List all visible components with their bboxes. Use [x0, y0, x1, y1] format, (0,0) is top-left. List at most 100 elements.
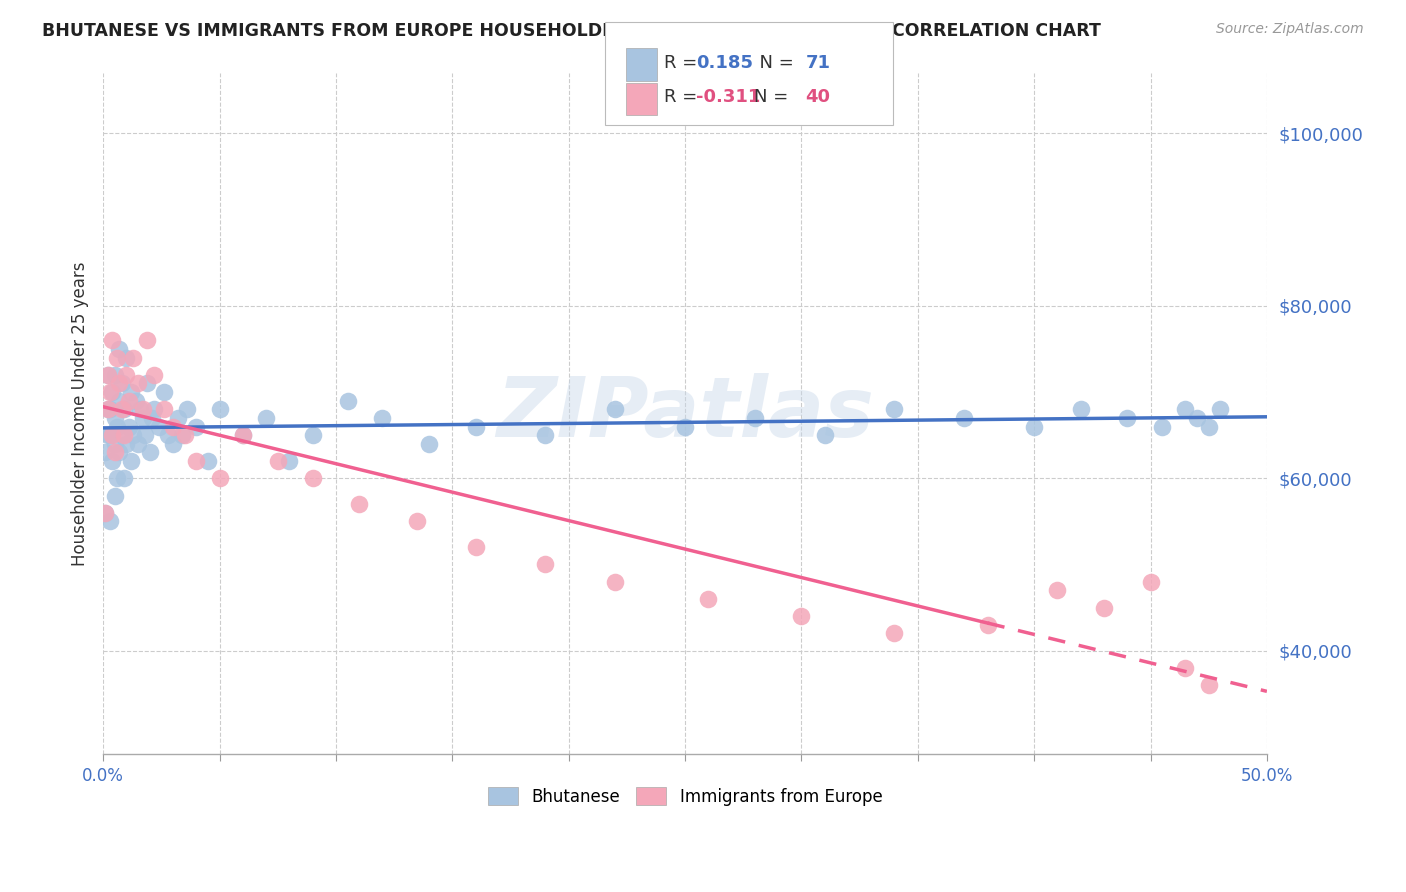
Point	[953, 411, 976, 425]
Point	[97, 402, 120, 417]
Text: R =: R =	[664, 54, 703, 71]
Point	[976, 618, 998, 632]
Point	[1185, 411, 1208, 425]
Point	[605, 574, 627, 589]
Point	[101, 333, 124, 347]
Point	[105, 471, 128, 485]
Point	[111, 402, 134, 417]
Point	[418, 437, 440, 451]
Point	[98, 385, 121, 400]
Point	[101, 428, 124, 442]
Point	[97, 368, 120, 382]
Point	[98, 428, 121, 442]
Point	[605, 402, 627, 417]
Point	[118, 393, 141, 408]
Point	[1209, 402, 1232, 417]
Point	[172, 428, 194, 442]
Point	[278, 454, 301, 468]
Text: -0.311: -0.311	[696, 88, 761, 106]
Point	[1174, 661, 1197, 675]
Point	[97, 368, 120, 382]
Point	[186, 419, 208, 434]
Point	[112, 428, 135, 442]
Point	[1198, 678, 1220, 692]
Point	[152, 402, 174, 417]
Point	[105, 419, 128, 434]
Point	[94, 506, 117, 520]
Point	[162, 419, 184, 434]
Point	[1024, 419, 1046, 434]
Point	[1139, 574, 1161, 589]
Point	[697, 592, 720, 607]
Point	[111, 428, 134, 442]
Point	[108, 342, 131, 356]
Point	[464, 541, 486, 555]
Text: N =: N =	[754, 88, 793, 106]
Point	[115, 437, 138, 451]
Point	[112, 402, 135, 417]
Point	[232, 428, 254, 442]
Point	[173, 428, 195, 442]
Point	[125, 393, 148, 408]
Point	[136, 376, 159, 391]
Point	[162, 437, 184, 451]
Point	[115, 368, 138, 382]
Point	[301, 471, 323, 485]
Point	[108, 393, 131, 408]
Point	[104, 489, 127, 503]
Point	[97, 402, 120, 417]
Point	[98, 402, 121, 417]
Point	[534, 428, 557, 442]
Point	[152, 385, 174, 400]
Point	[464, 419, 486, 434]
Y-axis label: Householder Income Under 25 years: Householder Income Under 25 years	[72, 261, 89, 566]
Point	[143, 368, 166, 382]
Legend: Bhutanese, Immigrants from Europe: Bhutanese, Immigrants from Europe	[479, 780, 891, 814]
Text: ZIPatlas: ZIPatlas	[496, 373, 875, 454]
Point	[1152, 419, 1174, 434]
Point	[104, 445, 127, 459]
Point	[347, 497, 370, 511]
Point	[267, 454, 290, 468]
Point	[157, 428, 180, 442]
Point	[208, 471, 231, 485]
Point	[97, 428, 120, 442]
Point	[744, 411, 766, 425]
Point	[105, 351, 128, 365]
Point	[122, 428, 145, 442]
Point	[94, 445, 117, 459]
Point	[108, 376, 131, 391]
Point	[115, 351, 138, 365]
Point	[118, 419, 141, 434]
Point	[108, 445, 131, 459]
Point	[136, 333, 159, 347]
Text: N =: N =	[748, 54, 800, 71]
Point	[534, 558, 557, 572]
Point	[176, 402, 198, 417]
Point	[104, 411, 127, 425]
Point	[197, 454, 219, 468]
Point	[883, 626, 905, 640]
Point	[1116, 411, 1139, 425]
Point	[1092, 600, 1115, 615]
Point	[673, 419, 696, 434]
Point	[131, 411, 153, 425]
Text: R =: R =	[664, 88, 703, 106]
Point	[1046, 583, 1069, 598]
Point	[301, 428, 323, 442]
Text: 40: 40	[806, 88, 831, 106]
Text: 0.185: 0.185	[696, 54, 754, 71]
Point	[98, 515, 121, 529]
Text: BHUTANESE VS IMMIGRANTS FROM EUROPE HOUSEHOLDER INCOME UNDER 25 YEARS CORRELATIO: BHUTANESE VS IMMIGRANTS FROM EUROPE HOUS…	[42, 22, 1101, 40]
Text: 71: 71	[806, 54, 831, 71]
Point	[1198, 419, 1220, 434]
Point	[406, 515, 429, 529]
Text: Source: ZipAtlas.com: Source: ZipAtlas.com	[1216, 22, 1364, 37]
Point	[166, 411, 188, 425]
Point	[131, 402, 153, 417]
Point	[101, 454, 124, 468]
Point	[94, 506, 117, 520]
Point	[790, 609, 813, 624]
Point	[254, 411, 277, 425]
Point	[232, 428, 254, 442]
